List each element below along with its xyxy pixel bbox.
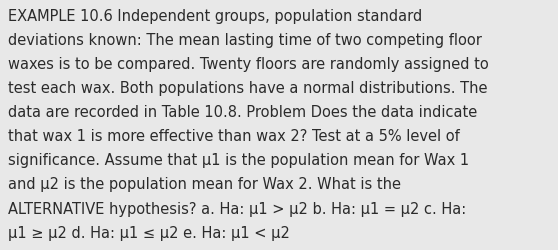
Text: EXAMPLE 10.6 Independent groups, population standard: EXAMPLE 10.6 Independent groups, populat… [8,9,422,24]
Text: data are recorded in Table 10.8. Problem Does the data indicate: data are recorded in Table 10.8. Problem… [8,105,478,120]
Text: that wax 1 is more effective than wax 2? Test at a 5% level of: that wax 1 is more effective than wax 2?… [8,129,460,144]
Text: test each wax. Both populations have a normal distributions. The: test each wax. Both populations have a n… [8,81,488,96]
Text: deviations known: The mean lasting time of two competing floor: deviations known: The mean lasting time … [8,33,482,48]
Text: and μ2 is the population mean for Wax 2. What is the: and μ2 is the population mean for Wax 2.… [8,177,401,192]
Text: ALTERNATIVE hypothesis? a. Ha: μ1 > μ2 b. Ha: μ1 = μ2 c. Ha:: ALTERNATIVE hypothesis? a. Ha: μ1 > μ2 b… [8,201,466,216]
Text: waxes is to be compared. Twenty floors are randomly assigned to: waxes is to be compared. Twenty floors a… [8,57,489,72]
Text: μ1 ≥ μ2 d. Ha: μ1 ≤ μ2 e. Ha: μ1 < μ2: μ1 ≥ μ2 d. Ha: μ1 ≤ μ2 e. Ha: μ1 < μ2 [8,225,290,240]
Text: significance. Assume that μ1 is the population mean for Wax 1: significance. Assume that μ1 is the popu… [8,153,469,168]
